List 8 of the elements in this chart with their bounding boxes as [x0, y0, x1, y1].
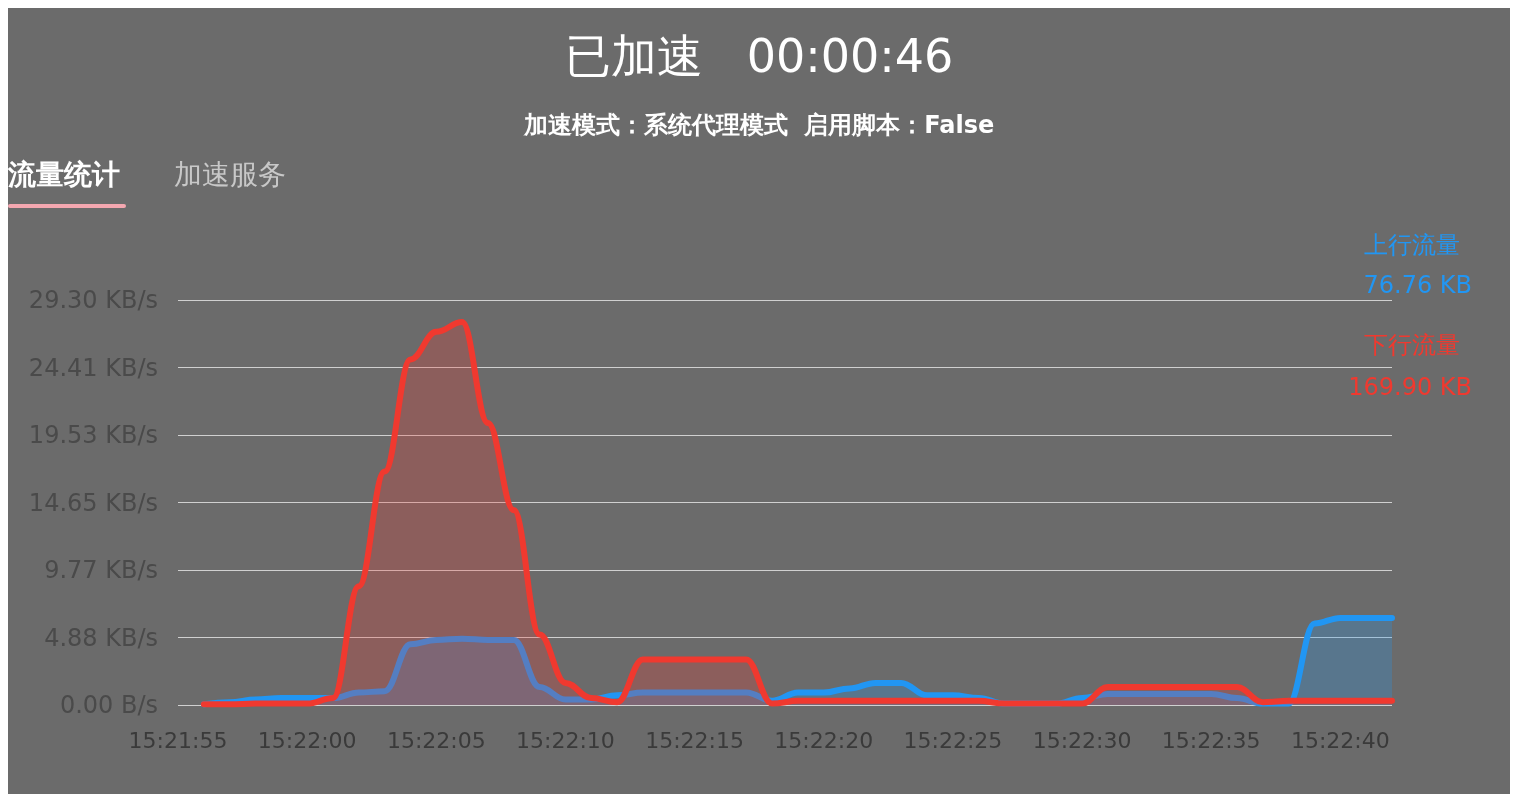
- chart-subtitle: 加速模式：系统代理模式 启用脚本：False: [522, 111, 995, 139]
- annotation: 169.90 KB: [1348, 373, 1472, 401]
- text: 加速服务: [174, 157, 286, 191]
- text: 下行流量: [1364, 331, 1460, 359]
- text: 上行流量: [1364, 231, 1460, 259]
- chart-title: 已加速 00:00:46: [564, 29, 954, 83]
- text: 流量统计: [7, 157, 120, 191]
- text: 76.76 KB: [1363, 271, 1473, 299]
